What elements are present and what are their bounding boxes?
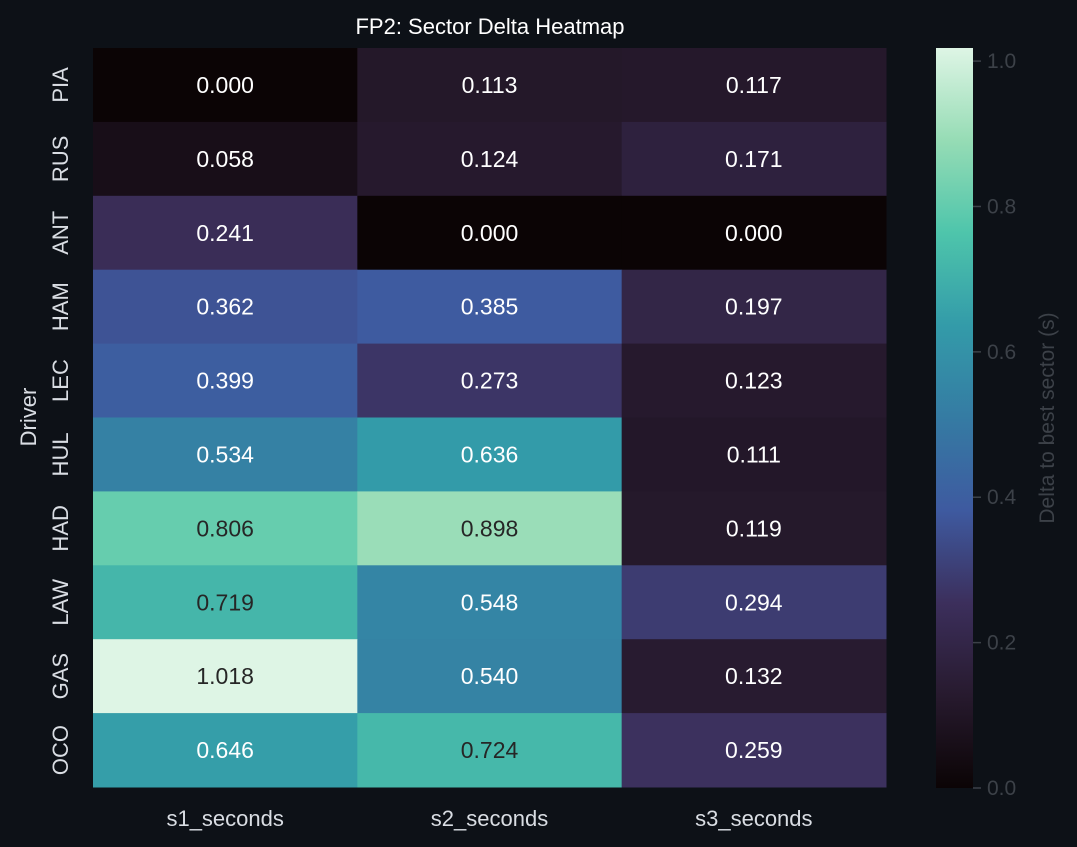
x-tick-label: s3_seconds [695, 806, 812, 831]
y-tick-label: OCO [48, 725, 73, 775]
cell-value-label: 0.000 [196, 72, 254, 98]
cell-value-label: 0.540 [461, 663, 519, 689]
heatmap-cell [357, 343, 623, 418]
y-tick-label: GAS [48, 653, 73, 699]
cell-value-label: 0.548 [461, 589, 519, 615]
heatmap-cell [93, 269, 358, 345]
cell-value-label: 0.259 [725, 737, 783, 763]
heatmap-cell [621, 343, 887, 418]
cell-value-label: 0.123 [725, 368, 783, 394]
x-tick-label: s1_seconds [166, 806, 283, 831]
y-tick-label: RUS [48, 136, 73, 182]
heatmap-cell [357, 269, 623, 345]
cell-value-label: 1.018 [196, 663, 254, 689]
x-tick-labels: s1_seconds s2_seconds s3_seconds [166, 806, 812, 831]
cell-value-label: 0.132 [725, 663, 783, 689]
colorbar-tick-label: 1.0 [987, 50, 1016, 73]
cell-value-label: 0.117 [726, 72, 782, 98]
heatmap-cell [621, 491, 887, 566]
colorbar-tick-label: 0.0 [987, 777, 1016, 800]
colorbar-tick-label: 0.2 [987, 632, 1016, 655]
heatmap-cell [621, 713, 887, 788]
heatmap-cell [357, 417, 623, 492]
x-tick-label: s2_seconds [431, 806, 548, 831]
heatmap-cell [93, 343, 358, 418]
cell-value-label: 0.898 [461, 515, 519, 541]
y-tick-label: ANT [48, 211, 73, 255]
heatmap-cell [357, 491, 623, 566]
heatmap-cell [621, 417, 887, 492]
heatmap-cell [621, 121, 887, 197]
heatmap-cell [621, 195, 887, 271]
heatmap-cell [621, 48, 887, 123]
cell-value-label: 0.719 [196, 589, 254, 615]
cell-value-label: 0.362 [196, 294, 254, 320]
heatmap-cell [93, 713, 358, 788]
y-tick-label: HAD [48, 505, 73, 551]
cell-value-label: 0.124 [461, 146, 519, 172]
heatmap-cell [357, 195, 623, 271]
heatmap-cell [621, 565, 887, 640]
heatmap-cell [357, 639, 623, 714]
cell-value-label: 0.197 [725, 294, 783, 320]
cell-value-label: 0.724 [461, 737, 519, 763]
cell-value-label: 0.119 [726, 515, 782, 541]
cell-value-label: 0.636 [461, 441, 519, 467]
cell-value-label: 0.000 [725, 220, 783, 246]
cell-value-label: 0.113 [462, 72, 518, 98]
colorbar-label: Delta to best sector (s) [1036, 312, 1059, 523]
heatmap-cell [93, 639, 358, 714]
heatmap-cell [93, 48, 358, 123]
cell-value-label: 0.000 [461, 220, 519, 246]
cell-value-label: 0.294 [725, 589, 783, 615]
y-axis-label: Driver [16, 388, 41, 447]
heatmap-cell [357, 121, 623, 197]
cell-value-label: 0.241 [196, 220, 254, 246]
colorbar [936, 48, 973, 788]
heatmap-cell [357, 48, 623, 123]
heatmap-cell [93, 565, 358, 640]
heatmap-cell [621, 269, 887, 345]
colorbar-tick-label: 0.4 [987, 486, 1017, 509]
cell-value-label: 0.646 [196, 737, 254, 763]
cell-value-label: 0.806 [196, 515, 254, 541]
y-tick-label: HUL [48, 432, 73, 476]
y-tick-label: PIA [48, 67, 73, 103]
cell-value-label: 0.273 [461, 368, 519, 394]
heatmap-cell [357, 565, 623, 640]
colorbar-ticks: 0.0 0.2 0.4 0.6 0.8 1.0 [973, 50, 1017, 800]
chart-title: FP2: Sector Delta Heatmap [355, 14, 624, 39]
cell-value-label: 0.171 [725, 146, 783, 172]
y-tick-label: LAW [48, 579, 73, 626]
heatmap-cell [621, 639, 887, 714]
heatmap-cell [93, 121, 358, 197]
cell-value-label: 0.385 [461, 294, 519, 320]
cell-value-label: 0.058 [196, 146, 254, 172]
heatmap-cell [93, 195, 358, 271]
heatmap-cell [357, 713, 623, 788]
heatmap-cells: 0.000 0.113 0.117 0.058 0.124 0.171 0.241 0.000… [93, 48, 887, 788]
colorbar-tick-label: 0.8 [987, 195, 1016, 218]
y-tick-labels: PIA RUS ANT HAM LEC HUL HAD LAW GAS OCO [48, 67, 73, 775]
heatmap-cell [93, 491, 358, 566]
y-tick-label: LEC [48, 359, 73, 402]
cell-value-label: 0.399 [196, 368, 254, 394]
colorbar-tick-label: 0.6 [987, 341, 1016, 364]
heatmap-cell [93, 417, 358, 492]
cell-value-label: 0.111 [727, 441, 781, 467]
cell-value-label: 0.534 [196, 441, 254, 467]
y-tick-label: HAM [48, 282, 73, 331]
